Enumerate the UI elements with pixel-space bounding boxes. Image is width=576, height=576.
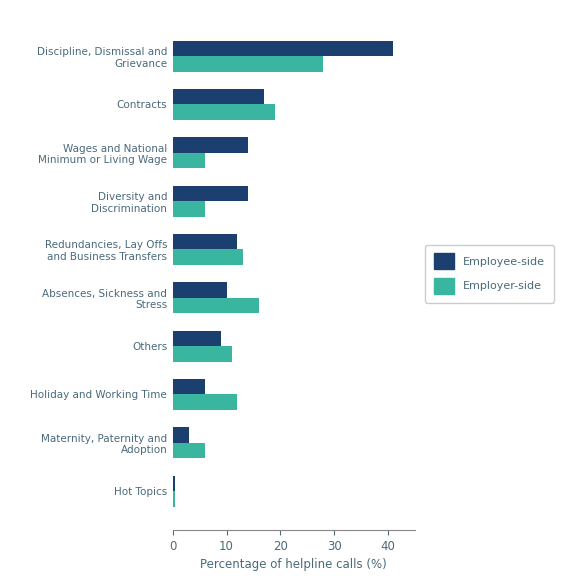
- Bar: [173, 249, 242, 265]
- Bar: [173, 40, 393, 56]
- Bar: [173, 346, 232, 362]
- Bar: [173, 201, 205, 217]
- Bar: [173, 234, 237, 249]
- Bar: [173, 153, 205, 168]
- Bar: [173, 379, 205, 395]
- X-axis label: Percentage of helpline calls (%): Percentage of helpline calls (%): [200, 558, 387, 571]
- Bar: [173, 331, 221, 346]
- Bar: [173, 298, 259, 313]
- Bar: [173, 104, 275, 120]
- Bar: [173, 89, 264, 104]
- Legend: Employee-side, Employer-side: Employee-side, Employer-side: [425, 245, 554, 302]
- Bar: [173, 56, 323, 71]
- Bar: [173, 443, 205, 458]
- Bar: [173, 395, 237, 410]
- Bar: [173, 476, 176, 491]
- Bar: [173, 491, 176, 507]
- Bar: [173, 137, 248, 153]
- Bar: [173, 282, 226, 298]
- Bar: [173, 427, 189, 443]
- Bar: [173, 185, 248, 201]
